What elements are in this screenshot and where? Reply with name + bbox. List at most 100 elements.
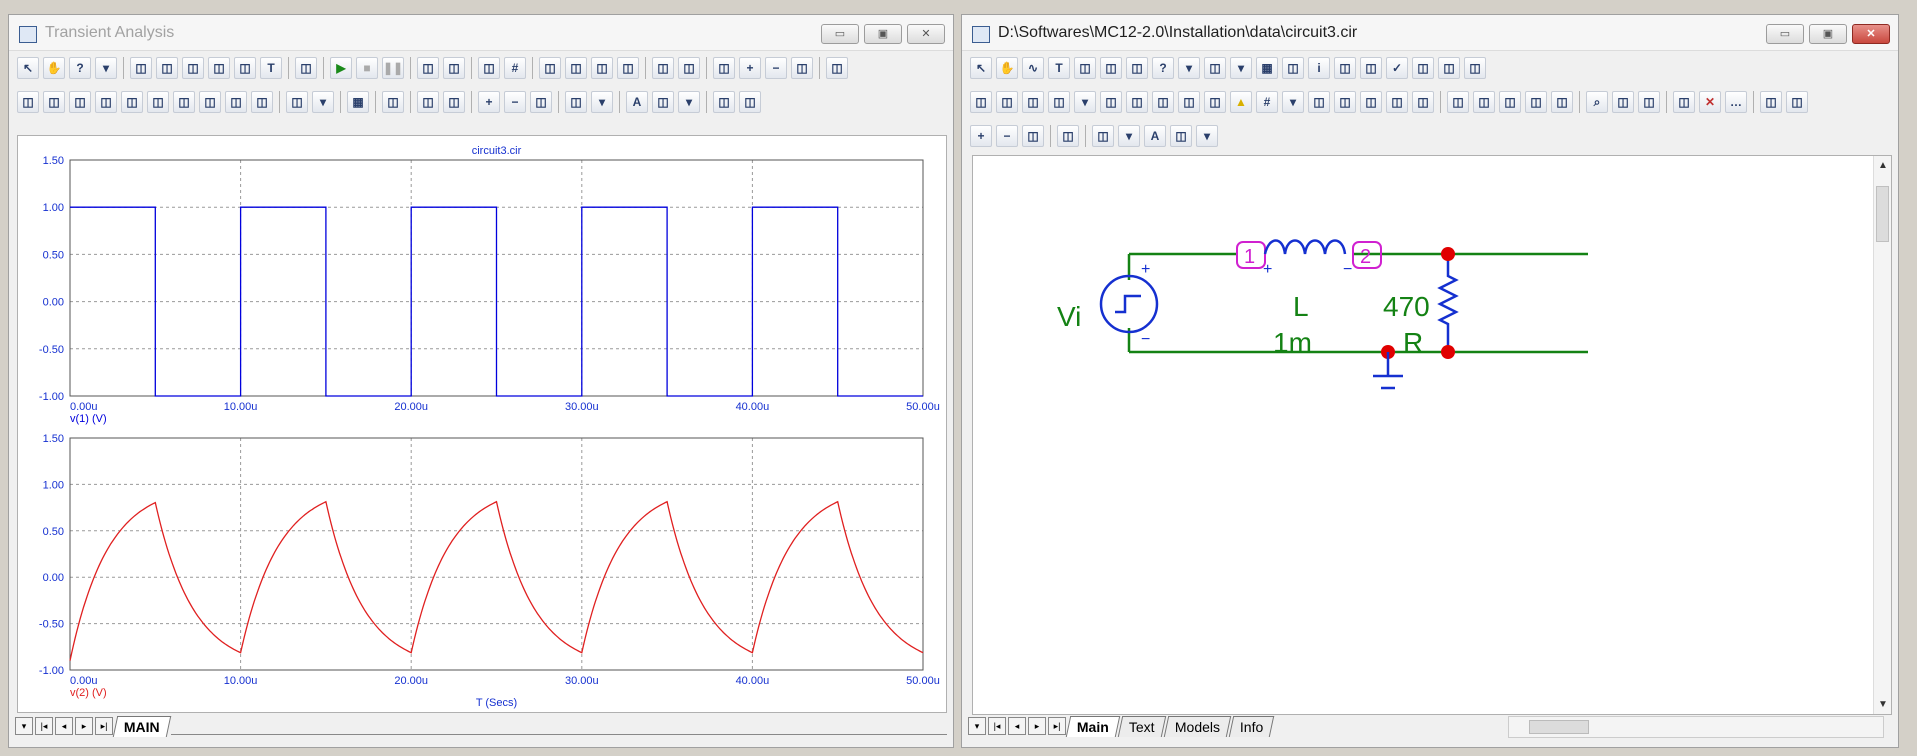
paste-icon[interactable]: ◫	[286, 91, 308, 113]
page2-icon[interactable]: ◫	[739, 91, 761, 113]
cursor-1-icon[interactable]: ◫	[17, 91, 39, 113]
zoom-out-icon[interactable]: −	[504, 91, 526, 113]
export-icon[interactable]: ◫	[826, 57, 848, 79]
pan-hand-icon[interactable]: ✋	[43, 57, 65, 79]
scroll-up-icon[interactable]: ▲	[1878, 160, 1888, 171]
grid-icon[interactable]: #	[504, 57, 526, 79]
select-arrow-icon[interactable]: ↖	[17, 57, 39, 79]
check-pencil-icon[interactable]: ◫	[1100, 57, 1122, 79]
plot-limits-icon[interactable]: ◫	[417, 57, 439, 79]
tab-menu-button[interactable]: ▾	[15, 717, 33, 735]
zoom-area-icon[interactable]: ◫	[791, 57, 813, 79]
scroll-thumb[interactable]	[1876, 186, 1889, 242]
blank-icon[interactable]: ◫	[1473, 91, 1495, 113]
zoom-in-icon[interactable]: +	[739, 57, 761, 79]
view4-icon[interactable]: ◫	[617, 57, 639, 79]
next-tab-button[interactable]: ▸	[75, 717, 93, 735]
tab-text[interactable]: Text	[1117, 715, 1166, 737]
page-a-icon[interactable]: ◫	[1308, 91, 1330, 113]
text-icon[interactable]: T	[1048, 57, 1070, 79]
paste2-icon[interactable]: ◫	[1786, 91, 1808, 113]
page-icon[interactable]: ◫	[713, 91, 735, 113]
find-next-icon[interactable]: ◫	[1612, 91, 1634, 113]
tab-main[interactable]: Main	[1065, 715, 1121, 737]
last-tab-button[interactable]: ▸|	[1048, 717, 1066, 735]
page-b-icon[interactable]: ◫	[1334, 91, 1356, 113]
top-icon[interactable]: ◫	[251, 91, 273, 113]
help-icon[interactable]: ?	[1152, 57, 1174, 79]
valley-icon[interactable]: ◫	[208, 57, 230, 79]
voltage-source-icon[interactable]	[1099, 274, 1159, 334]
dropdown-icon[interactable]: ▾	[678, 91, 700, 113]
wire-c-icon[interactable]: ◫	[1152, 91, 1174, 113]
fit-h-icon[interactable]: ◫	[417, 91, 439, 113]
plot-limits-2-icon[interactable]: ◫	[443, 57, 465, 79]
dropdown-icon[interactable]: ▾	[1282, 91, 1304, 113]
report-icon[interactable]: ◫	[1412, 57, 1434, 79]
valley-icon[interactable]: ◫	[95, 91, 117, 113]
zoom-out-icon[interactable]: −	[765, 57, 787, 79]
flip-v-icon[interactable]: ◫	[1551, 91, 1573, 113]
cursor-icon[interactable]: ◫	[156, 57, 178, 79]
attr-a-icon[interactable]: ◫	[970, 91, 992, 113]
horizontal-scrollbar[interactable]	[1508, 716, 1884, 738]
inflection-icon[interactable]: ◫	[173, 91, 195, 113]
component-icon[interactable]: ◫	[1204, 57, 1226, 79]
zoom-out-icon[interactable]: −	[996, 125, 1018, 147]
prev-tab-button[interactable]: ◂	[1008, 717, 1026, 735]
maximize-button[interactable]: ▣	[1809, 24, 1847, 44]
circle-icon[interactable]: ◫	[1673, 91, 1695, 113]
view2-icon[interactable]: ◫	[565, 57, 587, 79]
cursor-2-icon[interactable]: ◫	[43, 91, 65, 113]
copy-icon[interactable]: ◫	[1638, 91, 1660, 113]
checkbox-icon[interactable]: ✓	[1386, 57, 1408, 79]
dropdown-icon[interactable]: ▾	[1230, 57, 1252, 79]
low-icon[interactable]: ◫	[147, 91, 169, 113]
table-icon[interactable]: ▦	[1256, 57, 1278, 79]
dropdown-icon[interactable]: ▾	[1074, 91, 1096, 113]
scale-icon[interactable]: ◫	[130, 57, 152, 79]
window-icon[interactable]: ◫	[1334, 57, 1356, 79]
page-c-icon[interactable]: ◫	[1360, 91, 1382, 113]
edit-icon[interactable]: ◫	[1412, 91, 1434, 113]
first-tab-button[interactable]: |◂	[988, 717, 1006, 735]
list-icon[interactable]: ◫	[1438, 57, 1460, 79]
style-icon[interactable]: ◫	[652, 91, 674, 113]
high-icon[interactable]: ◫	[121, 91, 143, 113]
node-2-box[interactable]	[1352, 241, 1382, 269]
close-button[interactable]: ✕	[907, 24, 945, 44]
zoom-box-icon[interactable]: ◫	[530, 91, 552, 113]
pin-icon[interactable]: ◫	[1126, 91, 1148, 113]
dropdown-icon[interactable]: ▾	[312, 91, 334, 113]
vertical-scrollbar[interactable]: ▲ ▼	[1873, 156, 1891, 714]
first-tab-button[interactable]: |◂	[35, 717, 53, 735]
page-icon[interactable]: ◫	[1057, 125, 1079, 147]
plot-area[interactable]: 1.50 1.00 0.50 0.00 -0.50 -1.00 0.00u 10.00u 20.…	[17, 135, 947, 713]
table-icon[interactable]: ▦	[347, 91, 369, 113]
text-icon[interactable]: T	[260, 57, 282, 79]
peak-icon[interactable]: ◫	[182, 57, 204, 79]
prev-tab-button[interactable]: ◂	[55, 717, 73, 735]
view3-icon[interactable]: ◫	[591, 57, 613, 79]
inductor-icon[interactable]	[1263, 239, 1347, 255]
tile-v-icon[interactable]: ◫	[678, 57, 700, 79]
ground-icon[interactable]	[1373, 352, 1403, 390]
run-icon[interactable]: ▶	[330, 57, 352, 79]
probe-icon[interactable]: ◫	[1360, 57, 1382, 79]
attr-c-icon[interactable]: ◫	[1022, 91, 1044, 113]
zoom-in-icon[interactable]: +	[478, 91, 500, 113]
edit-icon[interactable]: ◫	[1464, 57, 1486, 79]
bus-icon[interactable]: ◫	[1126, 57, 1148, 79]
attr-d-icon[interactable]: ◫	[1048, 91, 1070, 113]
font-icon[interactable]: A	[626, 91, 648, 113]
fit-v-icon[interactable]: ◫	[443, 91, 465, 113]
tab-main[interactable]: MAIN	[112, 715, 172, 737]
rect-select-icon[interactable]: ◫	[1447, 91, 1469, 113]
attr-b-icon[interactable]: ◫	[996, 91, 1018, 113]
paste-icon[interactable]: ◫	[1760, 91, 1782, 113]
grid-dots-icon[interactable]: ◫	[565, 91, 587, 113]
minimize-button[interactable]: ▭	[1766, 24, 1804, 44]
next-tab-button[interactable]: ▸	[1028, 717, 1046, 735]
resistor-icon[interactable]	[1437, 254, 1459, 352]
view1-icon[interactable]: ◫	[539, 57, 561, 79]
